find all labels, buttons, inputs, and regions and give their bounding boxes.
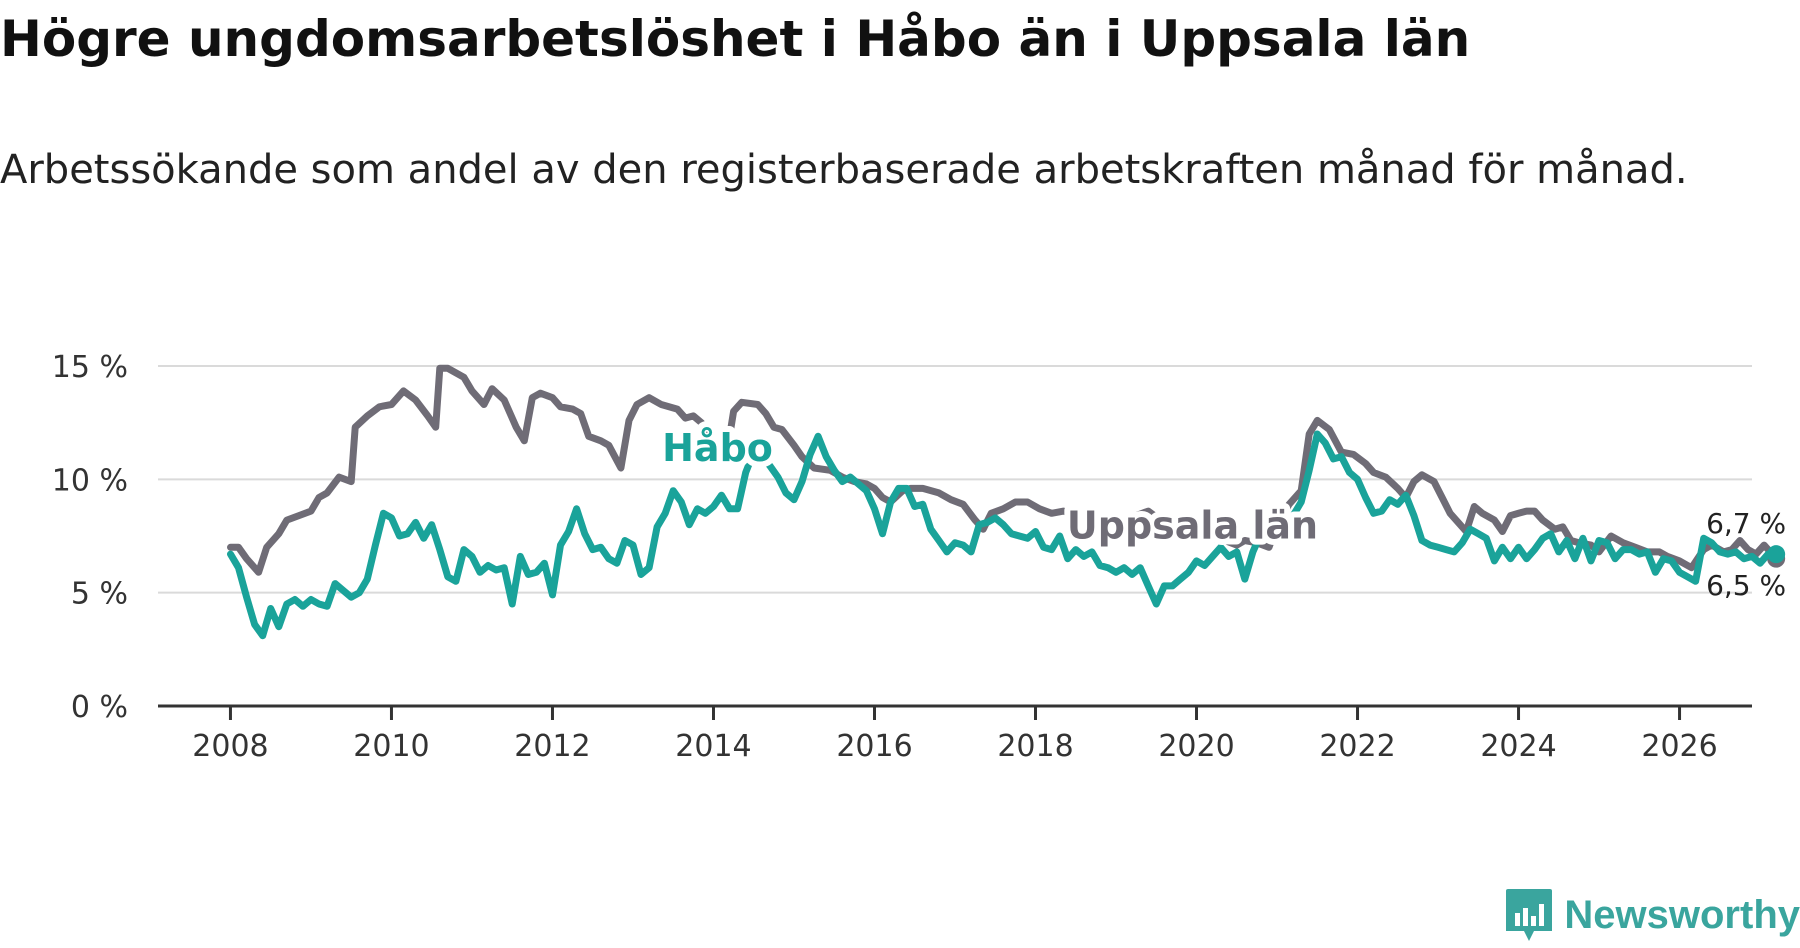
x-tick-label: 2014 [675,729,751,764]
x-tick-label: 2024 [1480,729,1556,764]
chart-subtitle: Arbetssökande som andel av den registerb… [0,147,1688,193]
y-tick-label: 15 % [52,350,128,385]
series-label-0: Uppsala län [1067,503,1318,547]
x-tick-label: 2012 [514,729,590,764]
end-value-label-habo: 6,7 % [1706,507,1786,540]
y-axis-ticks: 0 % 5 % 10 % 15 % [52,350,128,725]
newsworthy-logo-icon [1506,889,1553,941]
series-label-halo: Uppsala län [1067,503,1318,547]
x-tick-label: 2022 [1319,729,1395,764]
series-label-1: Håbo [662,426,773,470]
gridlines [158,365,1752,594]
series-end-point-1 [1767,545,1786,564]
x-tick-label: 2016 [836,729,912,764]
chart-title: Högre ungdomsarbetslöshet i Håbo än i Up… [0,10,1471,68]
y-tick-label: 5 % [71,577,128,612]
x-tick-label: 2018 [997,729,1073,764]
brand-name: Newsworthy [1564,892,1800,937]
series-line-0 [227,364,1780,576]
x-tick-label: 2026 [1641,729,1717,764]
x-tick-label: 2010 [353,729,429,764]
newsworthy-brand: Newsworthy [1504,885,1800,945]
x-tick-label: 2008 [192,729,268,764]
series-lines [227,364,1786,640]
series-label-halo: Håbo [662,426,773,470]
end-value-label-uppsala: 6,5 % [1706,569,1786,602]
y-tick-label: 10 % [52,463,128,498]
y-tick-label: 0 % [71,690,128,725]
series-line-1 [227,430,1780,640]
x-axis-ticks: 2008 2010 2012 2014 2016 2018 2020 2022 2024 2026 [192,706,1718,764]
x-tick-label: 2020 [1158,729,1234,764]
